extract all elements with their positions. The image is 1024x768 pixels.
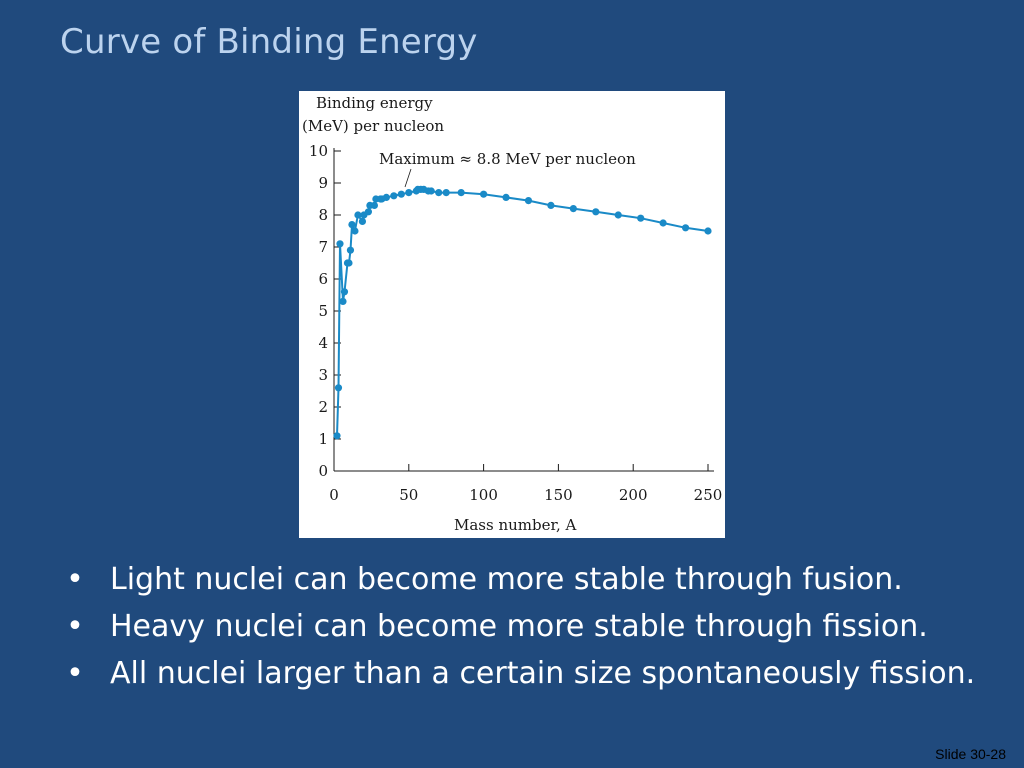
- y-axis-label-line2: (MeV) per nucleon: [302, 117, 444, 135]
- data-point: [351, 227, 359, 235]
- data-point: [339, 297, 347, 305]
- x-tick-label: 100: [469, 486, 498, 504]
- binding-energy-series-line: [336, 188, 709, 436]
- bullet-dot: •: [66, 656, 84, 691]
- data-point: [346, 246, 355, 254]
- slide-title: Curve of Binding Energy: [60, 22, 478, 62]
- data-point: [334, 384, 343, 392]
- chart-svg: Binding energy (MeV) per nucleon Maximum…: [302, 94, 722, 534]
- slide-number: Slide 30-28: [935, 746, 1006, 762]
- data-point: [547, 201, 555, 209]
- y-tick-label: 1: [318, 430, 328, 448]
- bullet-dot: •: [66, 562, 84, 597]
- y-tick-label: 9: [318, 174, 328, 192]
- data-point: [592, 208, 600, 216]
- bullet-item-fusion: • Light nuclei can become more stable thr…: [60, 556, 1010, 603]
- annotation-leader-line: [404, 168, 412, 188]
- binding-energy-chart: Binding energy (MeV) per nucleon Maximum…: [299, 91, 725, 538]
- data-point: [659, 219, 667, 227]
- data-point: [340, 288, 349, 296]
- data-point: [405, 189, 413, 197]
- data-point: [681, 224, 690, 232]
- points-layer: [333, 185, 712, 440]
- x-tick-label: 150: [544, 486, 573, 504]
- y-tick-label: 5: [318, 302, 328, 320]
- x-axis-label: Mass number, A: [454, 516, 577, 534]
- data-point: [390, 192, 398, 200]
- x-tick-label: 200: [619, 486, 648, 504]
- data-point: [354, 211, 362, 219]
- data-point: [637, 214, 645, 222]
- data-point: [382, 193, 390, 201]
- x-tick-label: 0: [329, 486, 339, 504]
- maximum-annotation: Maximum ≈ 8.8 MeV per nucleon: [379, 150, 636, 168]
- x-tick-label: 250: [694, 486, 723, 504]
- x-tick-label: 50: [399, 486, 418, 504]
- y-axis-label-line1: Binding energy: [316, 94, 433, 112]
- bullet-list: • Light nuclei can become more stable thr…: [60, 556, 1010, 697]
- data-point: [364, 208, 373, 216]
- data-point: [358, 217, 367, 225]
- bullet-item-spontaneous: • All nuclei larger than a certain size s…: [60, 650, 1010, 697]
- data-point: [336, 240, 344, 248]
- data-point: [345, 259, 353, 267]
- bullet-dot: •: [66, 609, 84, 644]
- data-point: [480, 190, 488, 198]
- data-point: [704, 227, 712, 235]
- data-point: [348, 221, 356, 229]
- data-point: [333, 432, 341, 440]
- bullet-text: Heavy nuclei can become more stable thro…: [110, 609, 928, 644]
- data-point: [442, 189, 450, 197]
- y-tick-label: 4: [318, 334, 328, 352]
- data-point: [502, 193, 510, 201]
- y-tick-label: 7: [318, 238, 328, 256]
- y-tick-label: 8: [318, 206, 328, 224]
- data-point: [524, 197, 533, 205]
- data-point: [370, 201, 378, 209]
- data-point: [435, 189, 443, 197]
- bullet-text: Light nuclei can become more stable thro…: [110, 562, 903, 597]
- y-tick-label: 0: [318, 462, 328, 480]
- bullet-item-fission: • Heavy nuclei can become more stable thr…: [60, 603, 1010, 650]
- data-point: [397, 190, 405, 198]
- y-tick-label: 2: [318, 398, 328, 416]
- data-point: [614, 211, 622, 219]
- data-point: [457, 189, 465, 197]
- bullet-text: All nuclei larger than a certain size sp…: [110, 656, 976, 691]
- y-tick-label: 10: [309, 142, 328, 160]
- data-point: [427, 187, 435, 195]
- y-tick-label: 6: [318, 270, 328, 288]
- y-tick-label: 3: [318, 366, 328, 384]
- data-point: [569, 205, 577, 213]
